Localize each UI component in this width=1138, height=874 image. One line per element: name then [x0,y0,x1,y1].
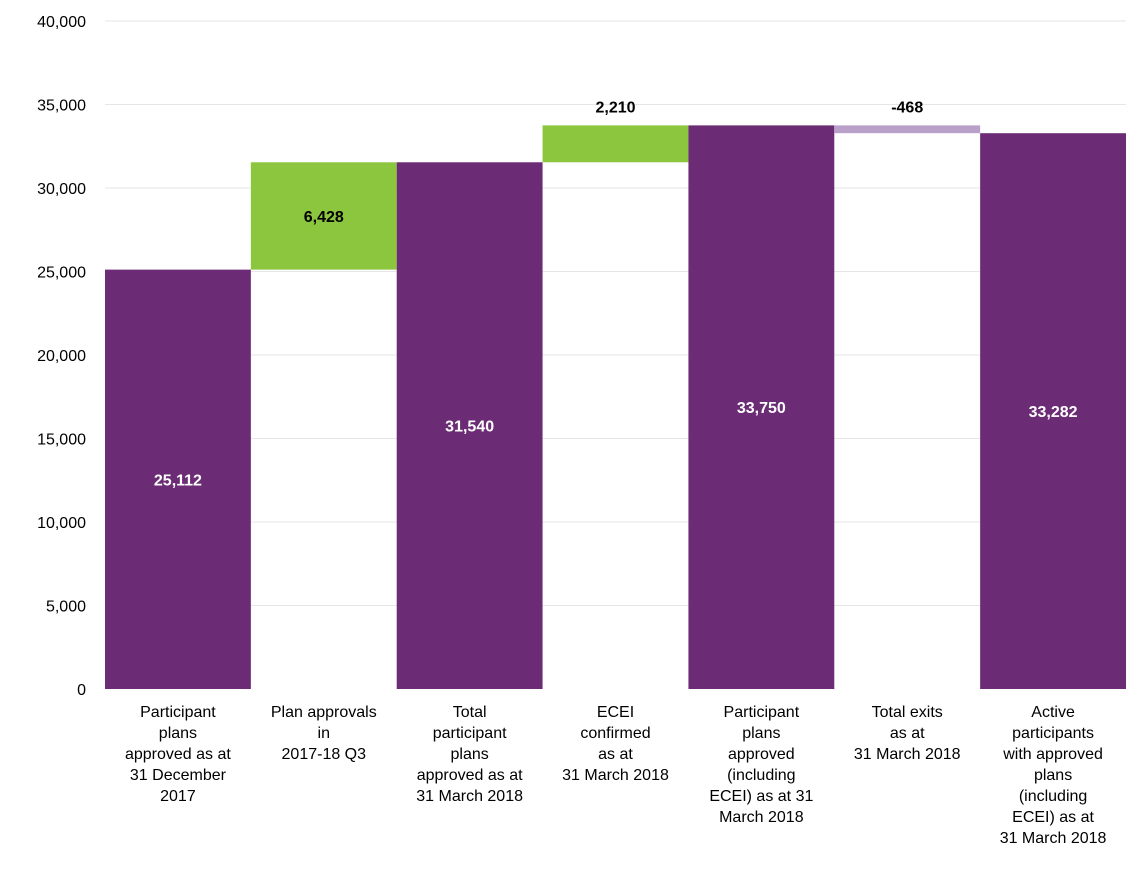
y-tick-label: 30,000 [37,181,86,198]
y-tick-label: 10,000 [37,515,86,532]
x-category-label: Total exits as at 31 March 2018 [853,704,961,763]
bar-total [688,125,835,689]
y-tick-label: 5,000 [46,599,86,616]
bar-total [980,133,1126,689]
bar-decrease [834,125,981,134]
y-tick-label: 35,000 [37,98,86,115]
x-category-label: Plan approvals in 2017-18 Q3 [270,704,377,763]
x-category-label: Total participant plans approved as at 3… [416,704,523,805]
bar-total [105,269,251,689]
x-category-label: Participant plans approved as at 31 Dece… [124,704,231,805]
bar-increase [250,162,397,270]
bar-value-label: -468 [891,99,923,116]
bar-value-label: 33,282 [1029,404,1078,421]
bars [105,125,1126,690]
bar-value-label: 31,540 [445,419,494,436]
y-tick-label: 15,000 [37,432,86,449]
bar-total [396,162,543,690]
bar-value-label: 2,210 [595,99,635,116]
bar-value-label: 25,112 [154,472,202,489]
data-labels: 25,112 6,428 31,540 2,210 33,750 -468 33,282 [154,99,1078,489]
y-tick-label: 40,000 [37,14,86,31]
bar-increase [542,125,689,163]
y-tick-label: 20,000 [37,348,86,365]
bar-value-label: 33,750 [737,400,786,417]
bar-value-label: 6,428 [304,209,344,226]
y-axis-tick-labels: 0 5,000 10,000 15,000 20,000 25,000 30,000 35,0… [37,14,86,699]
y-tick-label: 25,000 [37,265,86,282]
x-category-label: Participant plans approved (including EC… [709,704,814,826]
x-category-label: ECEI confirmed as at 31 March 2018 [562,704,669,784]
x-category-label: Active participants with approved plans … [999,704,1107,847]
y-tick-label: 0 [77,682,86,699]
